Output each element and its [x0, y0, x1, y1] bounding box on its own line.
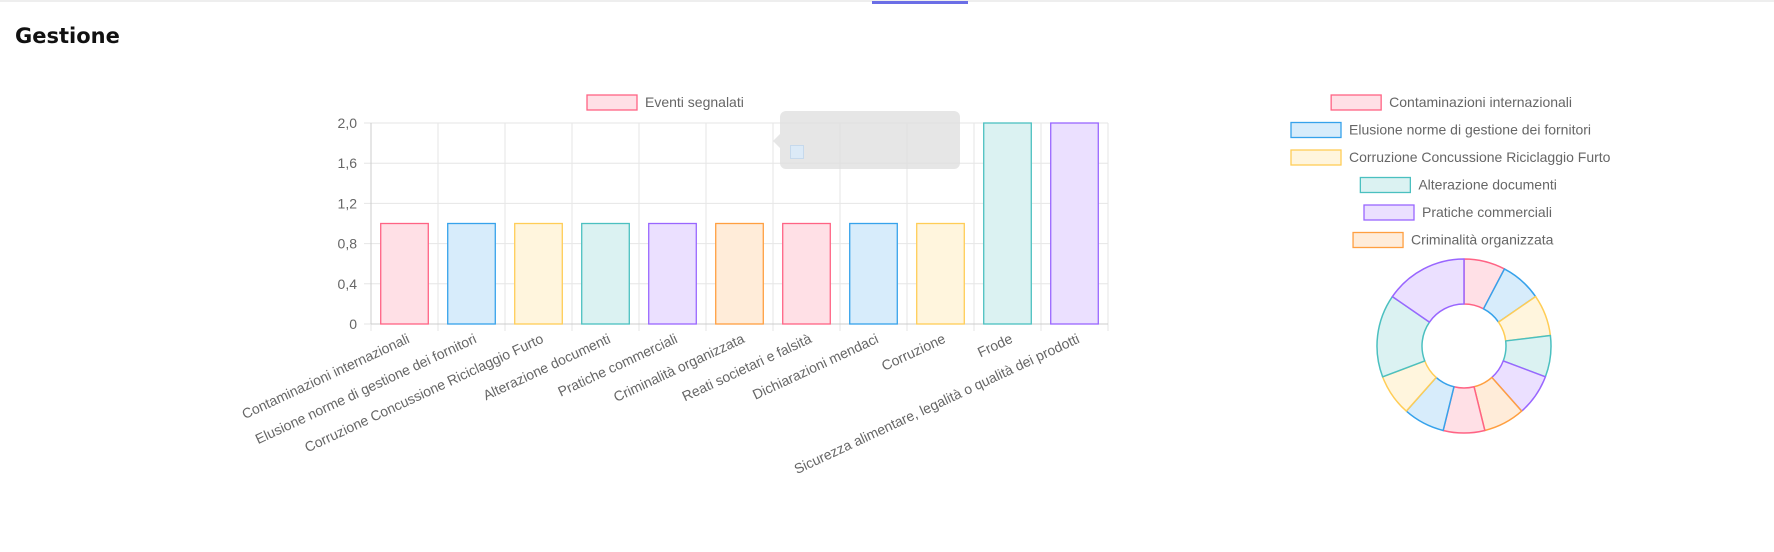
bar	[916, 222, 965, 325]
x-tick-label: Dichiarazioni mendaci	[750, 330, 881, 402]
bar	[514, 222, 563, 325]
legend-label: Pratiche commerciali	[1422, 204, 1552, 220]
legend-swatch	[1352, 231, 1404, 249]
y-tick-label: 1,6	[338, 155, 358, 171]
legend-swatch	[1290, 121, 1342, 139]
bar	[983, 122, 1032, 325]
y-tick-label: 0,4	[338, 276, 358, 292]
legend-label: Criminalità organizzata	[1411, 232, 1554, 248]
y-tick-label: 2,0	[338, 115, 358, 131]
tooltip-caret	[773, 134, 780, 148]
bar	[581, 222, 630, 325]
legend-label: Contaminazioni internazionali	[1389, 94, 1572, 110]
legend-label: Corruzione Concussione Riciclaggio Furto	[1349, 149, 1611, 165]
bar	[782, 222, 831, 325]
x-tick-label: Frode	[975, 330, 1015, 360]
bar	[447, 222, 496, 325]
legend-swatch	[1359, 176, 1411, 194]
legend-label: Alterazione documenti	[1418, 177, 1557, 193]
y-tick-label: 0	[349, 316, 357, 332]
legend-swatch	[1290, 149, 1342, 166]
y-tick-label: 1,2	[338, 195, 358, 211]
active-tab-indicator[interactable]	[872, 1, 968, 4]
y-tick-label: 0,8	[338, 236, 358, 252]
doughnut-slice	[1391, 258, 1465, 323]
legend-label: Elusione norme di gestione dei fornitori	[1349, 122, 1591, 138]
chart-tooltip	[773, 111, 960, 169]
bar	[648, 222, 697, 325]
legend-swatch	[586, 94, 638, 111]
section-title: Gestione	[15, 24, 120, 48]
legend-swatch	[1363, 204, 1415, 221]
bar	[849, 222, 898, 325]
bar	[1050, 122, 1099, 325]
legend-swatch	[1330, 94, 1382, 111]
bar	[715, 222, 764, 325]
doughnut-chart: Contaminazioni internazionali Elusione no…	[1290, 94, 1611, 434]
tooltip-color-swatch	[790, 145, 804, 159]
x-tick-label: Corruzione	[879, 330, 948, 374]
legend-label: Eventi segnalati	[645, 94, 744, 110]
bar	[380, 222, 429, 325]
